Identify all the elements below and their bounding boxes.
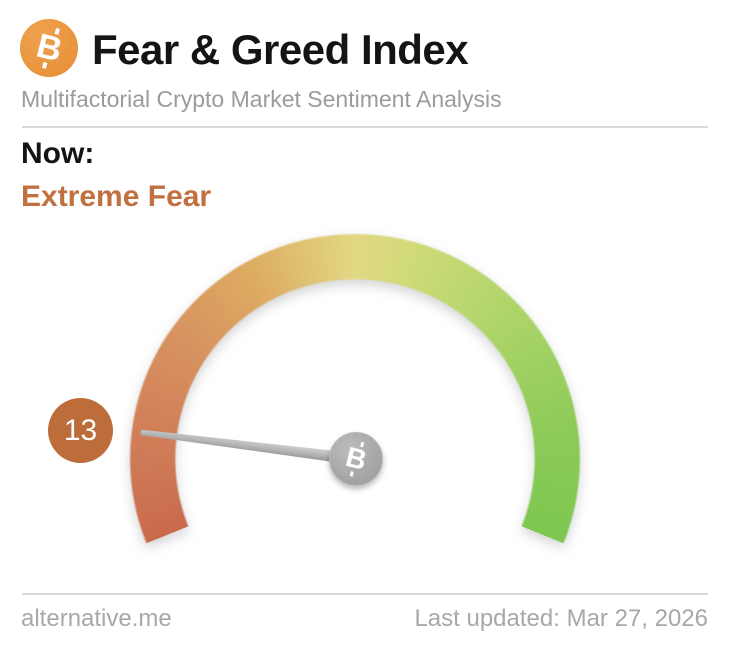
bitcoin-glyph: B [342, 441, 370, 477]
bitcoin-bottom-prong [41, 61, 47, 69]
header-divider [22, 126, 708, 128]
bitcoin-icon: B [342, 441, 370, 477]
page-subtitle: Multifactorial Crypto Market Sentiment A… [21, 86, 502, 112]
now-label: Now: [21, 137, 95, 170]
source-link[interactable]: alternative.me [21, 605, 172, 632]
footer-divider [22, 593, 708, 595]
bitcoin-bottom-prong [349, 471, 354, 477]
bitcoin-glyph: B [32, 26, 66, 70]
bitcoin-logo-icon: B [20, 19, 78, 77]
last-updated-text: Last updated: Mar 27, 2026 [414, 605, 708, 632]
gauge-value-badge: 13 [48, 398, 113, 463]
gauge-hub: B [329, 432, 383, 486]
status-value: Extreme Fear [21, 180, 212, 213]
page-title: Fear & Greed Index [92, 26, 469, 73]
bitcoin-icon: B [32, 26, 66, 70]
